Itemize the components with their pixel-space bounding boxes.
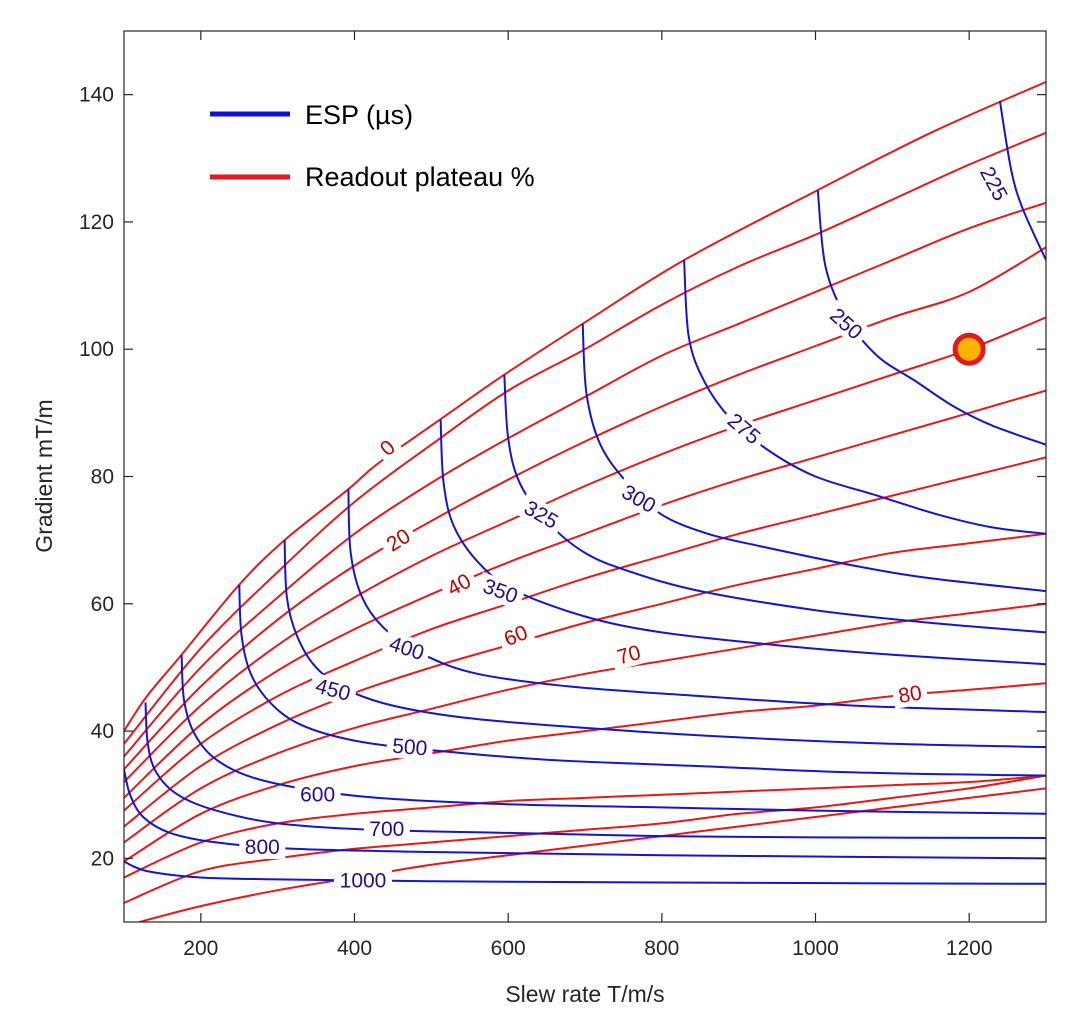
- y-tick-label: 120: [79, 211, 114, 234]
- y-tick-label: 20: [91, 847, 114, 870]
- label-backdrop: [438, 566, 480, 604]
- x-axis-title: Slew rate T/m/s: [505, 981, 664, 1007]
- label-backdrop: [495, 618, 537, 654]
- contour-label-700: 700: [363, 817, 410, 842]
- label-backdrop: [363, 817, 410, 842]
- esp-contour-250: [816, 189, 1046, 446]
- label-backdrop: [515, 492, 568, 537]
- esp-contour-350: [439, 419, 1046, 666]
- marker-group: [952, 332, 986, 366]
- esp-contour-325: [503, 374, 1046, 634]
- x-tick-label: 200: [183, 937, 218, 960]
- y-tick-label: 60: [91, 593, 114, 616]
- plateau-contour-70: [124, 602, 1046, 844]
- label-backdrop: [474, 571, 527, 611]
- label-backdrop: [307, 672, 359, 708]
- contour-label-225: 225: [972, 157, 1016, 210]
- plateau-contour-line-12: [139, 787, 1046, 922]
- contour-label-1000: 1000: [334, 868, 392, 893]
- x-tick-label: 800: [644, 937, 679, 960]
- contour-label-text: 600: [300, 784, 335, 807]
- label-backdrop: [718, 404, 770, 453]
- esp-contour-800: [124, 769, 1046, 860]
- contour-label-text: 700: [369, 818, 404, 841]
- legend-label-esp: ESP (µs): [305, 100, 413, 130]
- contour-label-text: 500: [391, 735, 428, 761]
- contour-label-800: 800: [239, 834, 286, 859]
- label-backdrop: [972, 157, 1016, 210]
- label-backdrop: [294, 782, 341, 807]
- x-tick-label: 600: [491, 937, 526, 960]
- contour-label-500: 500: [385, 733, 434, 761]
- contour-label-80: 80: [891, 679, 929, 709]
- design-point-marker: [952, 332, 986, 366]
- plateau-contour-60: [124, 532, 1046, 828]
- label-backdrop: [385, 733, 434, 761]
- x-tick-label: 400: [337, 937, 372, 960]
- label-backdrop: [377, 520, 420, 560]
- plateau-contour-line-6: [124, 456, 1046, 812]
- plateau-contour-40: [124, 389, 1046, 799]
- esp-contour-225: [998, 100, 1046, 261]
- esp-contour-1000: [124, 860, 1046, 885]
- label-backdrop: [381, 629, 433, 667]
- y-tick-label: 100: [79, 338, 114, 361]
- y-tick-label: 40: [91, 720, 114, 743]
- contour-label-60: 60: [495, 618, 537, 654]
- axis-ticks: 200 400 600 800 1000 1200 20 40 60 80 100 120 140: [79, 31, 1046, 960]
- contour-label-text: 80: [897, 681, 924, 708]
- contour-label-text: 800: [245, 836, 280, 859]
- plateau-contour-line-2: [124, 201, 1046, 758]
- contour-label-text: 1000: [340, 870, 387, 893]
- plateau-contour-20: [124, 246, 1046, 770]
- label-backdrop: [371, 431, 404, 465]
- label-backdrop: [609, 638, 649, 671]
- esp-contour-275: [683, 260, 1046, 535]
- plateau-contour-line-4: [124, 316, 1046, 783]
- esp-contour-450: [283, 540, 1046, 748]
- esp-contour-300: [581, 323, 1046, 593]
- esp-contour-group: [124, 100, 1046, 885]
- plot-background: [124, 31, 1046, 922]
- y-tick-label: 80: [91, 466, 114, 489]
- y-tick-label: 140: [79, 84, 114, 107]
- legend-label-plateau: Readout plateau %: [305, 162, 535, 192]
- label-backdrop: [334, 868, 392, 893]
- label-backdrop: [239, 834, 286, 859]
- label-backdrop: [612, 476, 665, 521]
- x-tick-label: 1200: [946, 937, 993, 960]
- esp-contour-600: [180, 654, 1046, 815]
- esp-contour-400: [347, 489, 1046, 713]
- label-backdrop: [821, 299, 872, 349]
- label-backdrop: [891, 679, 929, 709]
- plateau-contour-80: [124, 682, 1046, 863]
- plateau-contour-0: [124, 80, 1046, 732]
- legend: ESP (µs) Readout plateau %: [210, 100, 535, 192]
- y-axis-title: Gradient mT/m: [31, 399, 57, 552]
- contour-label-600: 600: [294, 782, 341, 807]
- x-tick-label: 1000: [792, 937, 839, 960]
- plateau-contour-line-1: [124, 131, 1046, 745]
